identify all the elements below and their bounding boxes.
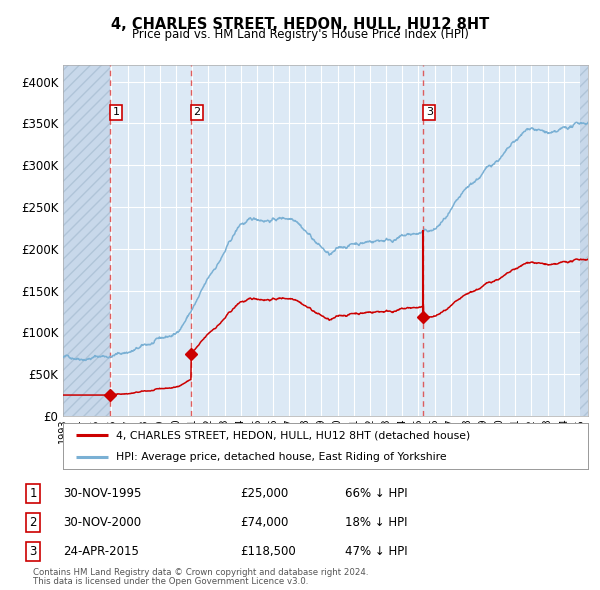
Text: 30-NOV-2000: 30-NOV-2000 [63, 516, 141, 529]
Text: 47% ↓ HPI: 47% ↓ HPI [345, 545, 407, 558]
Text: HPI: Average price, detached house, East Riding of Yorkshire: HPI: Average price, detached house, East… [115, 451, 446, 461]
Text: 30-NOV-1995: 30-NOV-1995 [63, 487, 142, 500]
Text: 1: 1 [29, 487, 37, 500]
Text: 66% ↓ HPI: 66% ↓ HPI [345, 487, 407, 500]
Text: Contains HM Land Registry data © Crown copyright and database right 2024.: Contains HM Land Registry data © Crown c… [33, 568, 368, 577]
Text: 2: 2 [29, 516, 37, 529]
Text: Price paid vs. HM Land Registry's House Price Index (HPI): Price paid vs. HM Land Registry's House … [131, 28, 469, 41]
Text: 3: 3 [29, 545, 37, 558]
Text: 2: 2 [193, 107, 200, 117]
Text: 4, CHARLES STREET, HEDON, HULL, HU12 8HT (detached house): 4, CHARLES STREET, HEDON, HULL, HU12 8HT… [115, 431, 470, 441]
Text: 24-APR-2015: 24-APR-2015 [63, 545, 139, 558]
Text: This data is licensed under the Open Government Licence v3.0.: This data is licensed under the Open Gov… [33, 577, 308, 586]
Bar [63, 65, 110, 416]
Text: 1: 1 [113, 107, 119, 117]
Text: £25,000: £25,000 [240, 487, 288, 500]
Text: 3: 3 [426, 107, 433, 117]
Bar [580, 65, 588, 416]
Text: 4, CHARLES STREET, HEDON, HULL, HU12 8HT: 4, CHARLES STREET, HEDON, HULL, HU12 8HT [111, 17, 489, 31]
Text: 18% ↓ HPI: 18% ↓ HPI [345, 516, 407, 529]
Text: £118,500: £118,500 [240, 545, 296, 558]
Text: £74,000: £74,000 [240, 516, 289, 529]
